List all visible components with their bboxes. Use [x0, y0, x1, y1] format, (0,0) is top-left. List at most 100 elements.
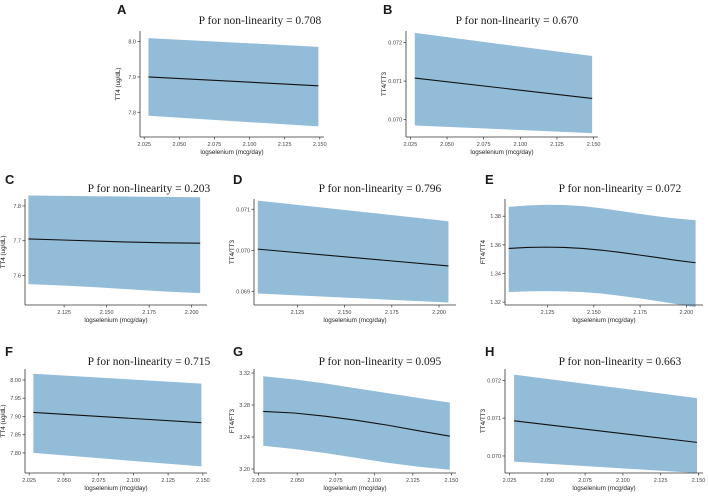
- y-tick-label: 0.071: [236, 207, 250, 213]
- y-axis-label: FT4/FT3: [229, 408, 236, 433]
- x-tick-label: 2.125: [541, 310, 555, 316]
- x-tick-label: 2.150: [196, 478, 210, 484]
- chart-title: P for non-linearity = 0.708: [199, 15, 322, 27]
- y-tick-label: 7.6: [13, 273, 21, 279]
- y-axis-label: TT4 (ug/dL): [0, 236, 7, 269]
- x-tick-label: 2.125: [550, 142, 564, 148]
- x-axis-label: logselenium (mcg/day): [84, 485, 147, 492]
- x-axis-label: logselenium (mcg/day): [84, 317, 147, 324]
- y-tick-label: 0.071: [487, 416, 501, 422]
- chart-title: P for non-linearity = 0.715: [88, 356, 211, 368]
- x-tick-label: 2.050: [290, 478, 304, 484]
- x-tick-label: 2.150: [338, 310, 352, 316]
- x-tick-label: 2.125: [654, 478, 668, 484]
- x-axis-label: logselenium (mcg/day): [323, 317, 386, 324]
- confidence-band: [508, 204, 696, 308]
- x-tick-label: 2.050: [57, 478, 71, 484]
- fit-line: [508, 246, 696, 264]
- x-tick-label: 2.150: [587, 142, 601, 148]
- y-tick-label: 8.00: [10, 378, 21, 384]
- y-tick-label: 1.34: [490, 271, 501, 277]
- x-tick-label: 2.125: [406, 478, 420, 484]
- x-tick-label: 2.150: [100, 310, 114, 316]
- chart-title: P for non-linearity = 0.203: [88, 183, 211, 195]
- fit-line: [514, 420, 698, 443]
- y-axis-label: TT4/TT3: [381, 71, 388, 96]
- x-tick-label: 2.050: [172, 142, 186, 148]
- y-tick-label: 7.9: [128, 75, 136, 81]
- x-tick-label: 2.200: [679, 310, 693, 316]
- confidence-band: [33, 373, 202, 467]
- x-tick-label: 2.175: [142, 310, 156, 316]
- confidence-band: [28, 195, 201, 294]
- panel-g: G P for non-linearity = 0.095 2.025 2.050 2.…: [229, 344, 458, 492]
- confidence-band: [257, 200, 449, 303]
- x-tick-label: 2.050: [540, 478, 554, 484]
- chart-title: P for non-linearity = 0.072: [559, 183, 682, 195]
- panel-a: A P for non-linearity = 0.708 2.025 2.050 2.…: [115, 2, 327, 156]
- x-tick-label: 2.025: [252, 478, 266, 484]
- x-axis-label: logselenium (mcg/day): [572, 317, 635, 324]
- y-tick-label: 1.38: [490, 214, 501, 220]
- x-axis-label: logselenium (mcg/day): [572, 485, 635, 492]
- x-tick-label: 2.175: [385, 310, 399, 316]
- panel-letter: D: [233, 172, 242, 187]
- x-tick-label: 2.125: [161, 478, 175, 484]
- y-axis-label: TT4/TT3: [480, 408, 487, 433]
- panel-letter: A: [117, 2, 127, 17]
- x-tick-label: 2.200: [432, 310, 446, 316]
- x-tick-label: 2.150: [313, 142, 327, 148]
- panel-f: F P for non-linearity = 0.715 2.025 2.050 2.…: [0, 344, 211, 492]
- x-tick-label: 2.025: [22, 478, 36, 484]
- y-tick-label: 0.070: [236, 248, 250, 254]
- chart-title: P for non-linearity = 0.670: [456, 15, 579, 27]
- x-tick-label: 2.025: [404, 142, 418, 148]
- y-tick-label: 7.8: [128, 110, 136, 116]
- y-tick-label: 3.32: [239, 371, 250, 377]
- x-tick-label: 2.100: [243, 142, 257, 148]
- y-tick-label: 7.80: [10, 451, 21, 457]
- confidence-band: [414, 32, 593, 134]
- x-tick-label: 2.075: [477, 142, 491, 148]
- y-tick-label: 3.24: [239, 435, 250, 441]
- y-axis-label: TT4 (ug/dL): [115, 68, 122, 101]
- x-axis-label: logselenium (mcg/day): [200, 149, 263, 156]
- y-axis-label: TT4/TT3: [229, 239, 236, 264]
- x-tick-label: 2.200: [185, 310, 199, 316]
- x-tick-label: 2.050: [440, 142, 454, 148]
- y-axis-label: FT4/TT4: [480, 239, 487, 264]
- y-tick-label: 0.070: [388, 118, 402, 124]
- panel-c: C P for non-linearity = 0.203 2.125 2.150 2.…: [0, 172, 211, 324]
- y-tick-label: 7.7: [13, 239, 21, 245]
- x-tick-label: 2.150: [692, 478, 706, 484]
- fit-line: [263, 410, 450, 437]
- fit-line: [33, 411, 202, 424]
- x-tick-label: 2.125: [291, 310, 305, 316]
- chart-title: P for non-linearity = 0.663: [559, 356, 682, 368]
- x-tick-label: 2.025: [503, 478, 517, 484]
- fit-line: [28, 238, 201, 244]
- fit-line: [414, 77, 593, 99]
- y-tick-label: 7.95: [10, 396, 21, 402]
- chart-title: P for non-linearity = 0.095: [319, 356, 442, 368]
- x-tick-label: 2.075: [578, 478, 592, 484]
- panel-letter: B: [383, 2, 392, 17]
- x-tick-label: 2.075: [208, 142, 222, 148]
- x-tick-label: 2.100: [616, 478, 630, 484]
- x-axis-label: logselenium (mcg/day): [323, 485, 386, 492]
- x-tick-label: 2.150: [444, 478, 458, 484]
- panel-letter: E: [485, 172, 494, 187]
- confidence-band: [263, 376, 450, 470]
- x-tick-label: 2.100: [367, 478, 381, 484]
- x-tick-label: 2.125: [57, 310, 71, 316]
- panel-d: D P for non-linearity = 0.796 2.125 2.150 2.…: [229, 172, 456, 324]
- y-axis-label: TT4 (ug/dL): [0, 405, 7, 438]
- x-tick-label: 2.075: [92, 478, 106, 484]
- y-tick-label: 0.070: [487, 454, 501, 460]
- x-axis-label: logselenium (mcg/day): [470, 149, 533, 156]
- y-tick-label: 0.069: [236, 289, 250, 295]
- panel-letter: G: [233, 344, 243, 359]
- panel-h: H P for non-linearity = 0.663 2.025 2.050 2.…: [480, 344, 705, 492]
- x-tick-label: 2.075: [329, 478, 343, 484]
- x-tick-label: 2.125: [278, 142, 292, 148]
